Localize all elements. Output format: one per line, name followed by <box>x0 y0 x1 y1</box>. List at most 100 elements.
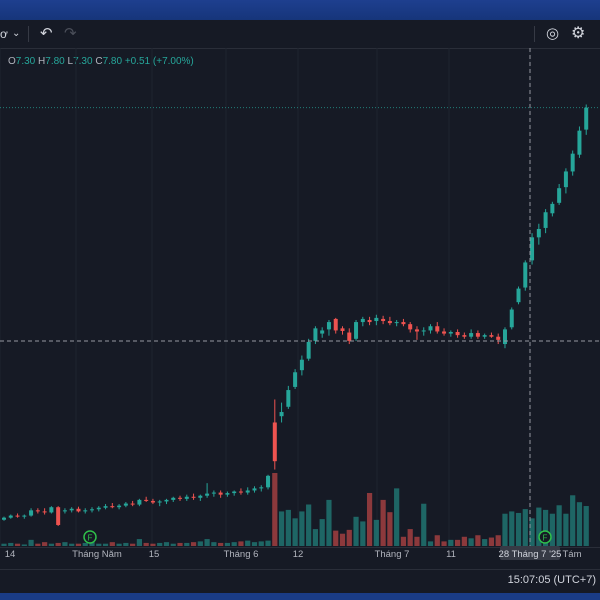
volume-bar <box>265 540 271 546</box>
candle <box>117 504 122 510</box>
candle <box>509 307 514 330</box>
volume-bar <box>245 540 251 546</box>
candle <box>394 319 399 327</box>
candle-body <box>367 319 372 323</box>
candle-body <box>15 515 20 517</box>
candle <box>584 104 589 135</box>
redo-icon[interactable]: ↷ <box>64 25 77 42</box>
status-bar: 15:07:05 (UTC+7) <box>0 569 600 594</box>
volume-bar <box>258 541 264 546</box>
volume-bar <box>312 529 319 546</box>
candle-body <box>536 228 541 238</box>
candle <box>502 327 507 349</box>
candle-body <box>232 491 237 494</box>
candle <box>482 333 487 339</box>
candle-body <box>502 329 507 345</box>
volume-bar <box>515 512 522 546</box>
candle-body <box>326 322 331 330</box>
candle <box>435 322 440 334</box>
volume-bar <box>543 509 549 546</box>
volume-bar <box>116 543 122 546</box>
candle <box>279 402 284 423</box>
candle-body <box>550 203 555 214</box>
volume-bar <box>82 542 88 546</box>
volume-bar <box>157 542 163 546</box>
volume-bar <box>319 519 325 546</box>
volume-bar <box>75 543 82 546</box>
volume-bar <box>55 542 61 546</box>
candle-body <box>205 493 210 496</box>
volume-bar <box>89 541 95 546</box>
candle-body <box>523 262 528 288</box>
volume-bar <box>42 542 48 546</box>
candle-body <box>211 492 216 494</box>
volume-bar <box>414 536 420 546</box>
candle-body <box>313 328 318 341</box>
candle-body <box>286 390 291 407</box>
x-tick-label: Tháng 7 <box>375 549 410 560</box>
price-chart[interactable]: F F 14 Tháng Năm 15 Tháng 6 12 Tháng 7 11 28 Thán… <box>0 48 600 569</box>
volume-bar <box>28 539 34 546</box>
candle <box>35 508 40 514</box>
volume-bar <box>475 535 481 546</box>
candle <box>252 486 257 493</box>
candle-body <box>543 212 548 228</box>
grid-lines <box>0 48 531 548</box>
candle-body <box>157 501 162 503</box>
candle <box>62 508 67 514</box>
volume-bar <box>143 542 149 546</box>
volume-bar <box>326 499 332 546</box>
volume-bar <box>204 539 210 546</box>
volume-bar <box>563 513 569 546</box>
undo-icon[interactable]: ↶ <box>40 25 53 42</box>
candle <box>286 385 291 409</box>
volume-bar <box>251 542 258 546</box>
candle <box>150 498 155 505</box>
volume-bar <box>48 543 54 546</box>
high-label: H <box>38 56 46 67</box>
volume-bar <box>495 535 501 546</box>
open-label: O <box>8 56 16 67</box>
volume-bar <box>224 542 231 546</box>
volume-bar <box>407 529 413 546</box>
volume-bar <box>109 542 115 546</box>
candle <box>516 286 521 305</box>
candle <box>144 496 149 502</box>
settings-icon[interactable]: ⚙ <box>571 25 586 42</box>
volume-bar <box>231 542 237 546</box>
screenshot-icon[interactable]: ◎ <box>546 25 560 42</box>
close-value: 7.80 <box>102 56 123 67</box>
event-marker-circle <box>83 530 97 544</box>
candle-body <box>408 324 413 330</box>
volume-bar <box>509 511 515 546</box>
candle-body <box>360 318 365 323</box>
candle <box>408 322 413 333</box>
candle <box>455 329 460 338</box>
candle <box>340 326 345 335</box>
candle <box>374 314 379 326</box>
x-tick-label: 28 Tháng 7 '25 <box>499 549 562 560</box>
volume-bar <box>529 518 535 546</box>
candle <box>191 493 196 500</box>
candle-body <box>137 499 142 505</box>
candle <box>198 494 203 501</box>
volume-bar <box>190 542 197 546</box>
candle <box>347 328 352 345</box>
candle <box>137 498 142 507</box>
change-value: +0.51 (+7.00%) <box>124 56 194 67</box>
candle-body <box>381 318 386 322</box>
candle-body <box>394 322 399 324</box>
candle-body <box>563 171 568 188</box>
symbol-label[interactable]: ơ <box>0 27 8 41</box>
candle-body <box>387 321 392 324</box>
candle <box>557 184 562 205</box>
candle <box>387 316 392 326</box>
candle-body <box>42 511 47 513</box>
chevron-down-icon[interactable]: ⌄ <box>12 28 21 39</box>
close-label: C <box>95 56 103 67</box>
candle <box>577 126 582 158</box>
candle-body <box>442 331 447 334</box>
candle <box>259 485 264 492</box>
volume-bar <box>8 542 14 546</box>
candle-body <box>184 496 189 499</box>
